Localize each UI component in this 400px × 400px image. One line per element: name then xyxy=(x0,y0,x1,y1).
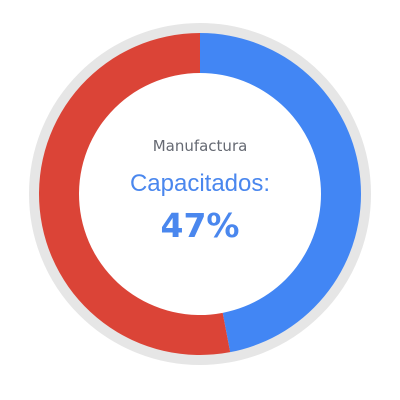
center-value: 47% xyxy=(160,206,240,245)
center-label: Capacitados: xyxy=(129,170,271,197)
donut-slice-0 xyxy=(200,33,362,353)
slices-group xyxy=(39,33,362,355)
category-label: Manufactura xyxy=(152,137,248,155)
outer-track-ring xyxy=(29,23,371,365)
donut-slice-1 xyxy=(39,33,231,355)
